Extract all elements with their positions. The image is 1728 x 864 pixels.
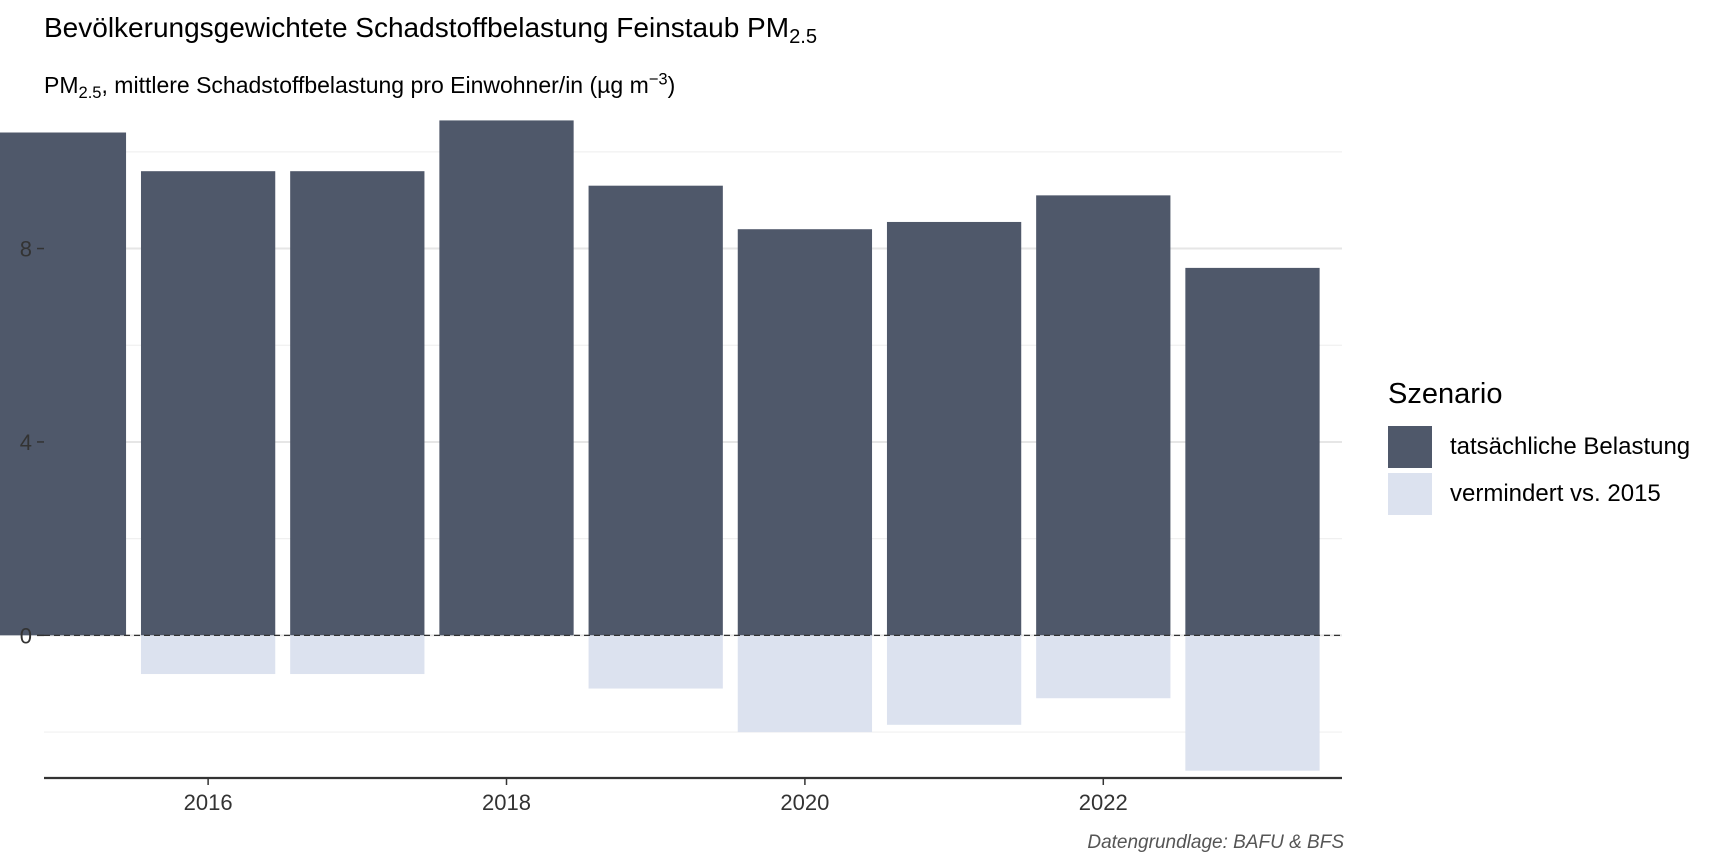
bar-actual-2021 (886, 221, 1022, 636)
legend-item-reduced: vermindert vs. 2015 (1388, 470, 1690, 517)
bar-reduced-2017 (290, 635, 425, 675)
bars (0, 120, 1320, 771)
bar-actual-2016 (140, 171, 276, 636)
x-tick-label: 2020 (780, 790, 829, 815)
bar-reduced-2021 (886, 635, 1022, 725)
chart-title: Bevölkerungsgewichtete Schadstoffbelastu… (44, 12, 818, 49)
bar-reduced-2016 (140, 635, 276, 675)
chart-subtitle: PM2.5, mittlere Schadstoffbelastung pro … (44, 69, 676, 102)
legend-label-actual: tatsächliche Belastung (1450, 432, 1691, 460)
y-tick-label: 0 (20, 623, 32, 648)
legend-label-reduced: vermindert vs. 2015 (1450, 479, 1661, 507)
x-tick-label: 2022 (1079, 790, 1128, 815)
legend-title: Szenario (1388, 378, 1503, 410)
bar-actual-2020 (737, 229, 873, 636)
y-tick-label: 8 (20, 237, 32, 262)
bar-actual-2019 (588, 185, 723, 636)
x-tick-label: 2016 (184, 790, 233, 815)
bar-actual-2023 (1185, 267, 1320, 636)
legend: Szenario tatsächliche Belastung verminde… (1388, 378, 1690, 517)
bar-reduced-2022 (1036, 635, 1171, 699)
x-tick-label: 2018 (482, 790, 531, 815)
bar-reduced-2023 (1185, 635, 1320, 771)
bar-actual-2022 (1036, 195, 1171, 636)
bar-actual-2015 (0, 132, 127, 636)
legend-swatch-reduced (1388, 472, 1432, 515)
bar-actual-2018 (439, 120, 574, 636)
legend-item-actual: tatsächliche Belastung (1388, 423, 1690, 470)
axes: 0 4 8 2016 2018 2020 2022 (20, 237, 1342, 815)
chart-caption: Datengrundlage: BAFU & BFS (1087, 832, 1344, 853)
bar-actual-2017 (290, 171, 425, 636)
bar-reduced-2020 (737, 635, 873, 733)
bar-reduced-2019 (588, 635, 723, 689)
legend-swatch-actual (1388, 425, 1432, 468)
y-tick-label: 4 (20, 430, 32, 455)
